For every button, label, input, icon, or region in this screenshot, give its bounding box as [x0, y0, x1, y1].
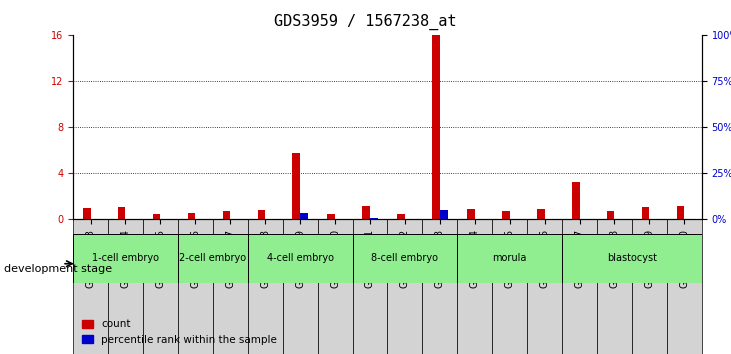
FancyBboxPatch shape: [387, 219, 423, 354]
Bar: [642, 207, 649, 219]
Bar: [188, 212, 195, 219]
Text: GDS3959 / 1567238_at: GDS3959 / 1567238_at: [274, 14, 457, 30]
FancyBboxPatch shape: [352, 234, 458, 283]
Bar: [222, 211, 230, 219]
FancyBboxPatch shape: [213, 219, 248, 354]
Legend: count, percentile rank within the sample: count, percentile rank within the sample: [78, 315, 281, 349]
Text: blastocyst: blastocyst: [607, 253, 657, 263]
Bar: [607, 211, 615, 219]
Text: morula: morula: [493, 253, 527, 263]
FancyBboxPatch shape: [283, 219, 317, 354]
Bar: [467, 209, 474, 219]
Text: 1-cell embryo: 1-cell embryo: [92, 253, 159, 263]
FancyBboxPatch shape: [562, 219, 597, 354]
Bar: [83, 208, 91, 219]
Bar: [257, 210, 265, 219]
FancyBboxPatch shape: [108, 219, 143, 354]
Bar: [300, 213, 308, 219]
FancyBboxPatch shape: [423, 219, 458, 354]
FancyBboxPatch shape: [143, 219, 178, 354]
Bar: [677, 206, 684, 219]
Bar: [118, 207, 126, 219]
FancyBboxPatch shape: [562, 234, 702, 283]
Text: development stage: development stage: [4, 264, 112, 274]
FancyBboxPatch shape: [248, 234, 352, 283]
Bar: [440, 210, 447, 219]
Bar: [537, 209, 545, 219]
FancyBboxPatch shape: [667, 219, 702, 354]
FancyBboxPatch shape: [458, 219, 492, 354]
FancyBboxPatch shape: [597, 219, 632, 354]
Bar: [502, 211, 510, 219]
Bar: [432, 35, 440, 219]
Text: 2-cell embryo: 2-cell embryo: [179, 253, 246, 263]
Text: 4-cell embryo: 4-cell embryo: [267, 253, 333, 263]
FancyBboxPatch shape: [317, 219, 352, 354]
Bar: [335, 218, 343, 219]
FancyBboxPatch shape: [352, 219, 387, 354]
FancyBboxPatch shape: [73, 219, 108, 354]
FancyBboxPatch shape: [178, 219, 213, 354]
Bar: [327, 214, 335, 219]
FancyBboxPatch shape: [458, 234, 562, 283]
Bar: [363, 206, 370, 219]
Bar: [397, 214, 405, 219]
Text: 8-cell embryo: 8-cell embryo: [371, 253, 439, 263]
Bar: [572, 182, 580, 219]
FancyBboxPatch shape: [527, 219, 562, 354]
Bar: [370, 218, 378, 219]
Bar: [292, 153, 300, 219]
FancyBboxPatch shape: [73, 234, 178, 283]
FancyBboxPatch shape: [178, 234, 248, 283]
FancyBboxPatch shape: [492, 219, 527, 354]
Bar: [153, 214, 160, 219]
FancyBboxPatch shape: [632, 219, 667, 354]
FancyBboxPatch shape: [248, 219, 283, 354]
Bar: [126, 218, 133, 219]
